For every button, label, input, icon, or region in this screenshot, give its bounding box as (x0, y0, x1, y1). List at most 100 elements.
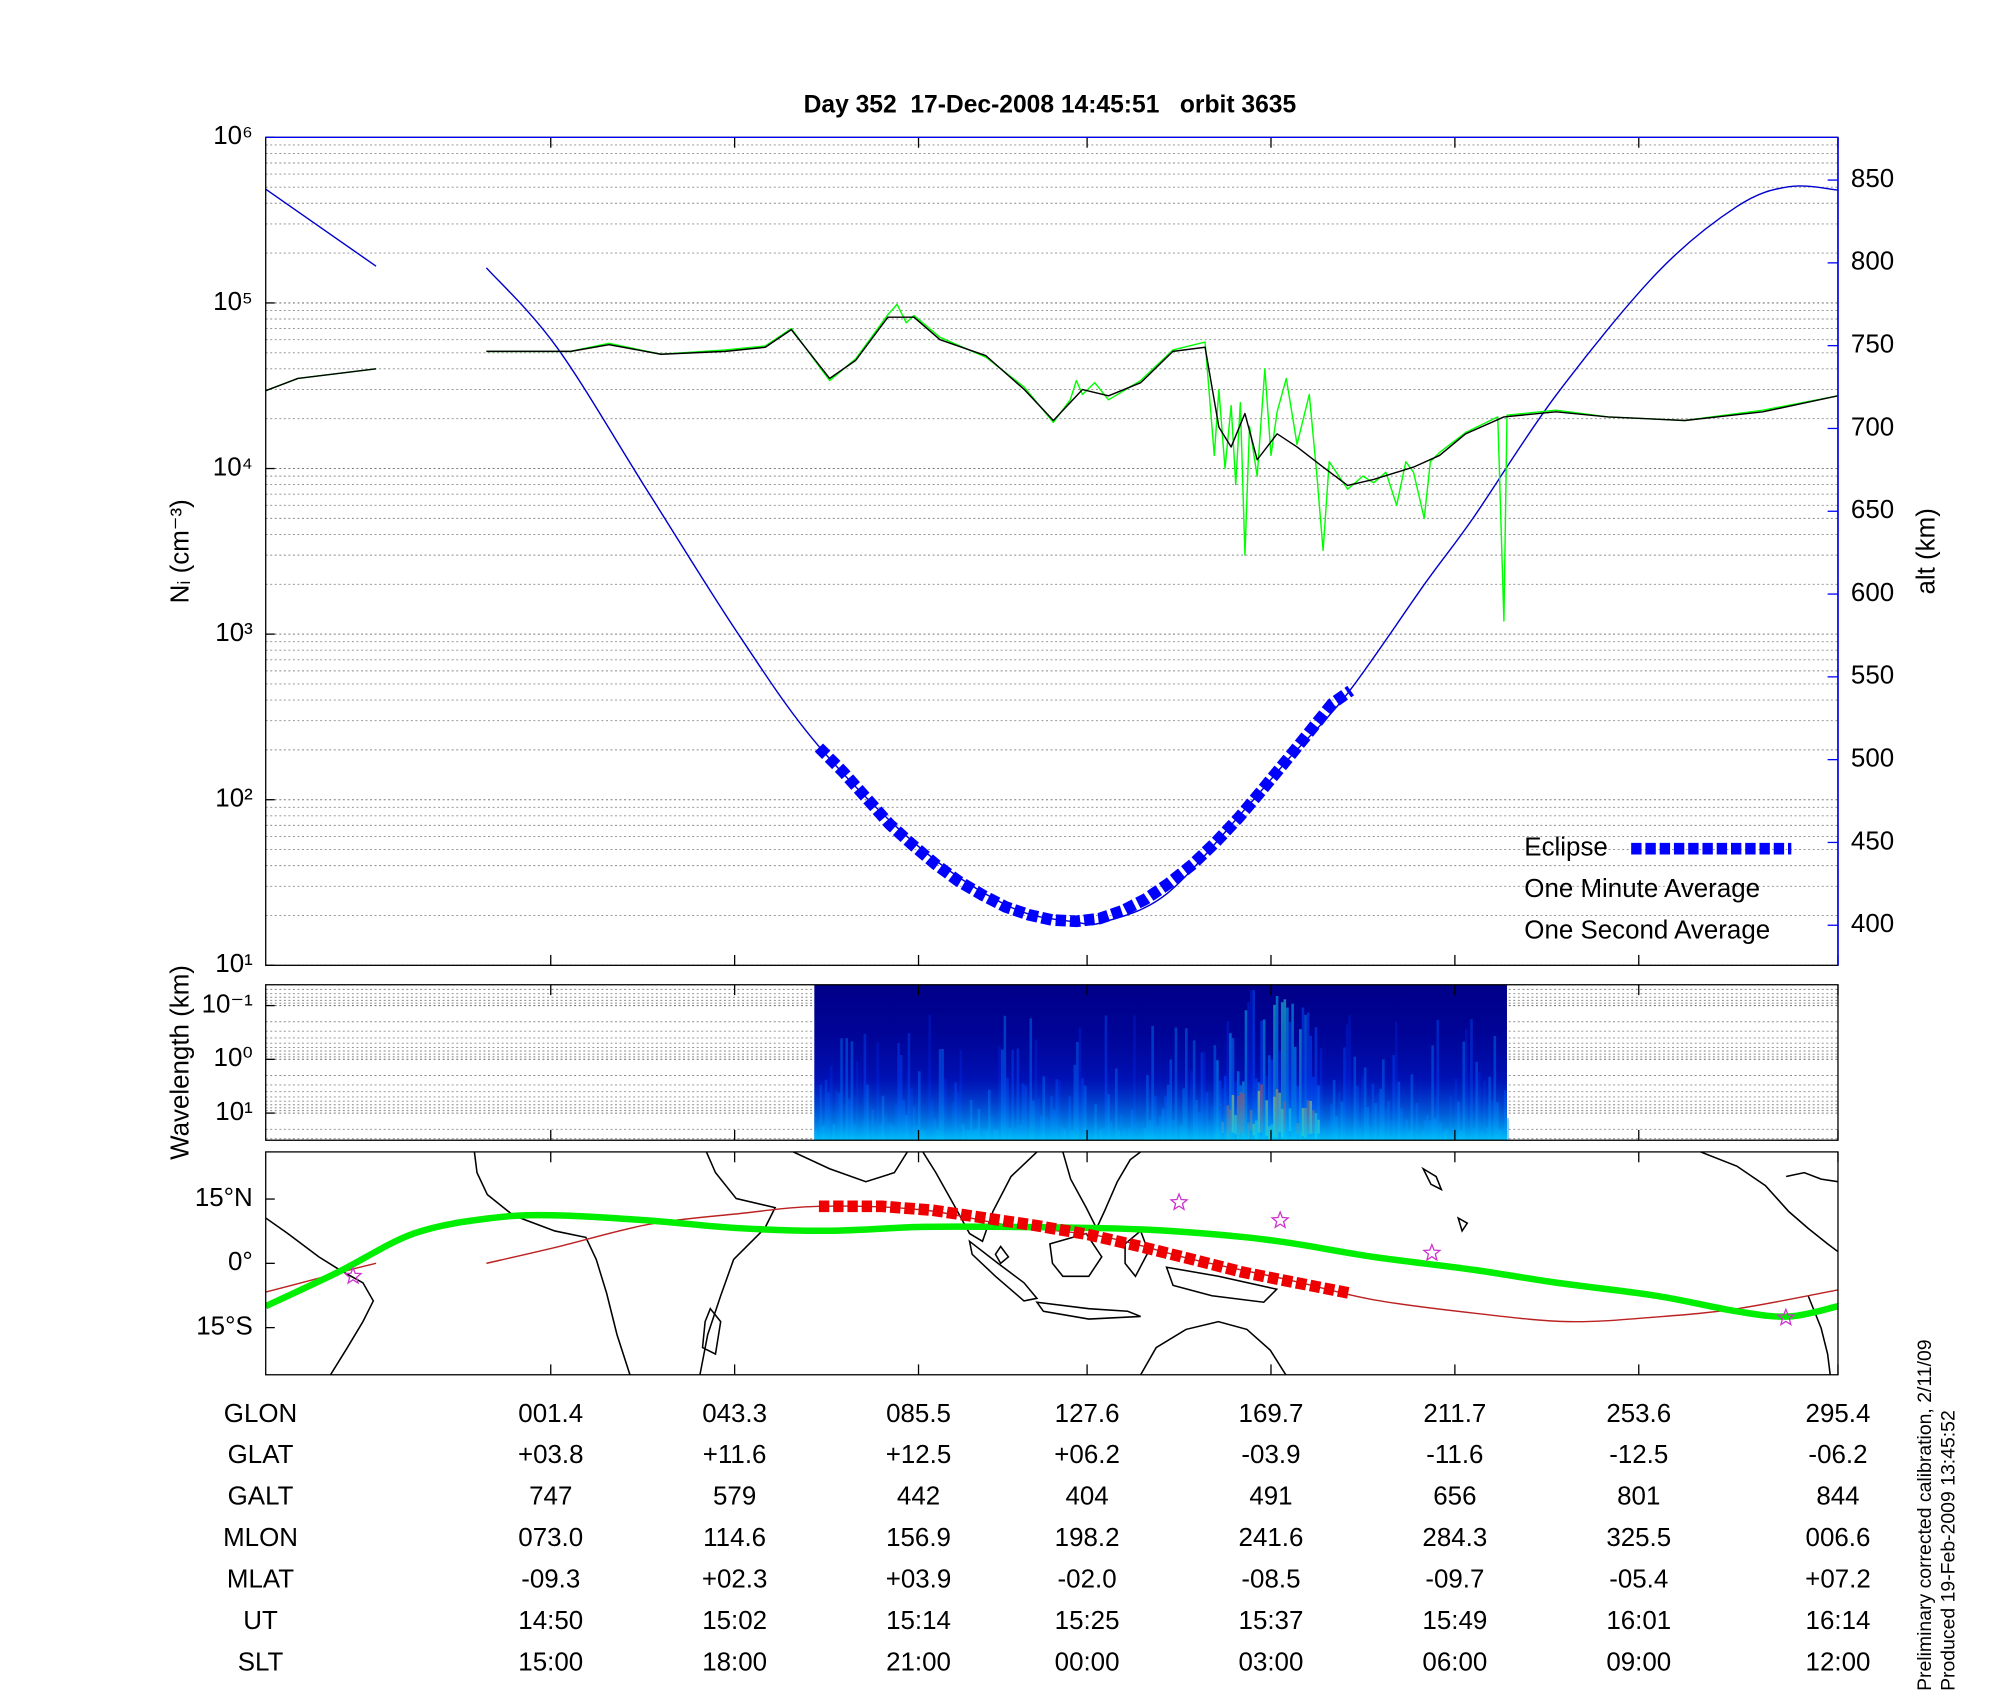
plot-area (265, 1151, 1838, 1375)
y2-tick-label: 400 (1851, 910, 1894, 938)
table-cell: -02.0 (1058, 1566, 1117, 1594)
table-cell: 00:00 (1055, 1649, 1120, 1677)
spectrogram-cell (1506, 1118, 1510, 1141)
panel: 10⁻¹ 10⁰ 10¹ Wavelength (km) (166, 965, 1839, 1160)
table-cell: 16:14 (1806, 1607, 1871, 1635)
table-cell: 295.4 (1806, 1400, 1871, 1428)
table-cell: -05.4 (1609, 1566, 1668, 1594)
table-cell: +02.3 (702, 1566, 768, 1594)
coastline (265, 1217, 375, 1375)
y-tick-label: 10⁶ (213, 122, 252, 150)
table-cell: 03:00 (1239, 1649, 1304, 1677)
table-cell: 442 (897, 1483, 940, 1511)
table-cell: -11.6 (1426, 1441, 1483, 1469)
row-label: MLAT (227, 1566, 294, 1594)
y2-axis-label: alt (km) (1912, 508, 1940, 594)
coastline (473, 1151, 631, 1375)
table-cell: 253.6 (1606, 1400, 1671, 1428)
y-tick-label: 10¹ (215, 1098, 253, 1126)
y-tick-label: 10³ (215, 619, 253, 647)
coastline (1700, 1151, 1838, 1253)
table-cell: +11.6 (703, 1441, 767, 1469)
y-axis-label: Nᵢ (cm⁻³) (166, 499, 194, 603)
table-cell: +03.8 (518, 1441, 584, 1469)
y2-tick-label: 700 (1851, 413, 1894, 441)
row-label: UT (243, 1607, 278, 1635)
coastline (994, 1245, 1010, 1265)
y-tick-label: 10⁴ (213, 453, 253, 481)
y-tick-label: 10² (215, 785, 253, 813)
table-cell: 15:02 (702, 1607, 767, 1635)
y2-tick-label: 450 (1851, 827, 1894, 855)
table-cell: 156.9 (886, 1524, 951, 1552)
table-cell: +03.9 (886, 1566, 952, 1594)
row-label: MLON (223, 1524, 298, 1552)
table-cell: 15:49 (1422, 1607, 1487, 1635)
star-marker (1422, 1242, 1442, 1262)
y-tick-label: 10⁵ (213, 288, 253, 316)
panel: 10¹ 10² 10³ 10⁴ 10⁵ 10⁶ 400 450 500 550 600 650 700 7… (166, 122, 1940, 978)
table-cell: 073.0 (518, 1524, 583, 1552)
series-line (265, 1211, 1838, 1320)
table-cell: 06:00 (1422, 1649, 1487, 1677)
row-label: GLAT (228, 1441, 294, 1469)
y2-tick-label: 550 (1851, 662, 1894, 690)
table-cell: -12.5 (1609, 1441, 1668, 1469)
coastline (1062, 1151, 1142, 1231)
table-cell: 006.6 (1806, 1524, 1871, 1552)
coastline (701, 1307, 722, 1356)
legend-label: One Minute Average (1524, 875, 1760, 903)
table-cell: -09.7 (1425, 1566, 1484, 1594)
spectrogram-floor (814, 984, 1507, 1141)
axes-frame (265, 1151, 1839, 1376)
table-cell: 801 (1617, 1483, 1660, 1511)
panel: 15°N 0° 15°S (195, 1151, 1839, 1376)
table-cell: 198.2 (1055, 1524, 1120, 1552)
table-cell: 169.7 (1239, 1400, 1304, 1428)
table-cell: 404 (1065, 1483, 1108, 1511)
eclipse-track (818, 1200, 1352, 1300)
coastline (968, 1239, 1039, 1302)
table-cell: -06.2 (1808, 1441, 1867, 1469)
y-tick-label: 10⁰ (214, 1044, 253, 1072)
footnote: Preliminary corrected calibration, 2/11/… (1914, 1339, 1936, 1691)
table-cell: 09:00 (1606, 1649, 1671, 1677)
footnote: Produced 19-Feb-2009 13:45:52 (1938, 1410, 1960, 1691)
table-cell: +12.5 (886, 1441, 952, 1469)
y2-tick-label: 750 (1851, 331, 1894, 359)
table-cell: 15:00 (518, 1649, 583, 1677)
table-cell: -03.9 (1241, 1441, 1300, 1469)
star-marker (343, 1265, 363, 1285)
table-cell: 284.3 (1422, 1524, 1487, 1552)
row-label: GALT (228, 1483, 294, 1511)
coastline (922, 1151, 1038, 1243)
coastline (1421, 1166, 1443, 1192)
table-cell: 15:25 (1055, 1607, 1120, 1635)
table-cell: 21:00 (886, 1649, 951, 1677)
table-cell: 043.3 (702, 1400, 767, 1428)
plot-area (265, 137, 1838, 966)
legend-label: One Second Average (1524, 916, 1770, 944)
coastline (1139, 1320, 1287, 1375)
y-tick-label: 10¹ (215, 950, 253, 978)
y2-tick-label: 850 (1851, 165, 1894, 193)
table-cell: 14:50 (518, 1607, 583, 1635)
star-marker (1270, 1210, 1290, 1229)
y-axis-label: Wavelength (km) (166, 965, 194, 1160)
y2-tick-label: 650 (1851, 496, 1894, 524)
star-marker (1169, 1192, 1189, 1211)
coastline (1165, 1266, 1279, 1304)
table-cell: +07.2 (1805, 1566, 1871, 1594)
table-cell: -08.5 (1241, 1566, 1300, 1594)
star-marker (1776, 1307, 1796, 1327)
table-cell: 747 (529, 1483, 572, 1511)
table-cell: 114.6 (703, 1524, 766, 1552)
y2-tick-label: 500 (1851, 744, 1894, 772)
table-cell: 16:01 (1606, 1607, 1671, 1635)
series-line (265, 316, 1838, 487)
eclipse-track (814, 685, 1355, 928)
table-cell: 15:37 (1239, 1607, 1304, 1635)
